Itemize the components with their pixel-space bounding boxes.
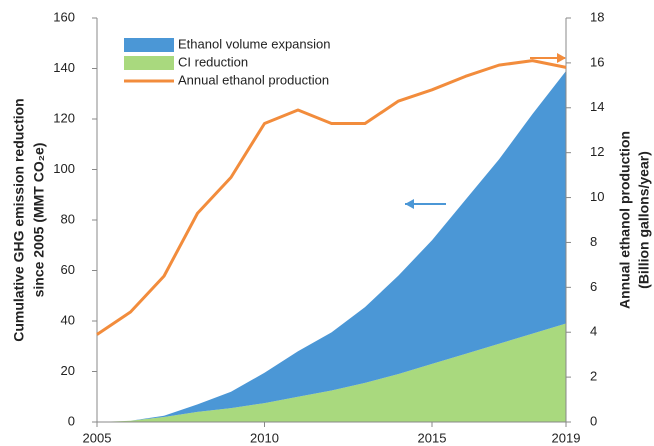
x-tick-label: 2019 [552, 430, 581, 445]
y2-tick-label: 14 [590, 99, 604, 114]
y2-axis-label: Annual ethanol production [617, 131, 633, 309]
legend-label: CI reduction [178, 54, 248, 69]
legend-label: Annual ethanol production [178, 72, 329, 87]
y2-tick-label: 2 [590, 369, 597, 384]
area [97, 71, 566, 423]
y-tick-label: 100 [53, 161, 75, 176]
legend-swatch [124, 56, 174, 70]
area [97, 323, 566, 422]
y2-tick-label: 10 [590, 189, 604, 204]
y2-tick-label: 18 [590, 9, 604, 24]
arrow-right [530, 53, 566, 63]
y-tick-label: 140 [53, 60, 75, 75]
y-axis-label: since 2005 (MMT CO₂e) [31, 143, 47, 298]
y2-tick-label: 12 [590, 144, 604, 159]
x-tick-label: 2015 [418, 430, 447, 445]
y2-tick-label: 0 [590, 413, 597, 428]
y2-tick-label: 16 [590, 54, 604, 69]
legend-swatch [124, 38, 174, 52]
y-tick-label: 60 [61, 262, 75, 277]
x-tick-label: 2010 [250, 430, 279, 445]
y2-tick-label: 4 [590, 324, 597, 339]
y-tick-label: 160 [53, 9, 75, 24]
line [96, 59, 567, 336]
y-tick-label: 0 [68, 413, 75, 428]
y2-axis-label: (Billion gallons/year) [636, 151, 652, 289]
legend-label: Ethanol volume expansion [178, 36, 331, 51]
y-axis-label: Cumulative GHG emission reduction [11, 98, 27, 342]
y2-tick-label: 8 [590, 234, 597, 249]
y2-tick-label: 6 [590, 279, 597, 294]
y-tick-label: 120 [53, 110, 75, 125]
x-tick-label: 2005 [83, 430, 112, 445]
y-tick-label: 40 [61, 312, 75, 327]
y-tick-label: 20 [61, 363, 75, 378]
arrow-left [405, 199, 446, 209]
y-tick-label: 80 [61, 211, 75, 226]
